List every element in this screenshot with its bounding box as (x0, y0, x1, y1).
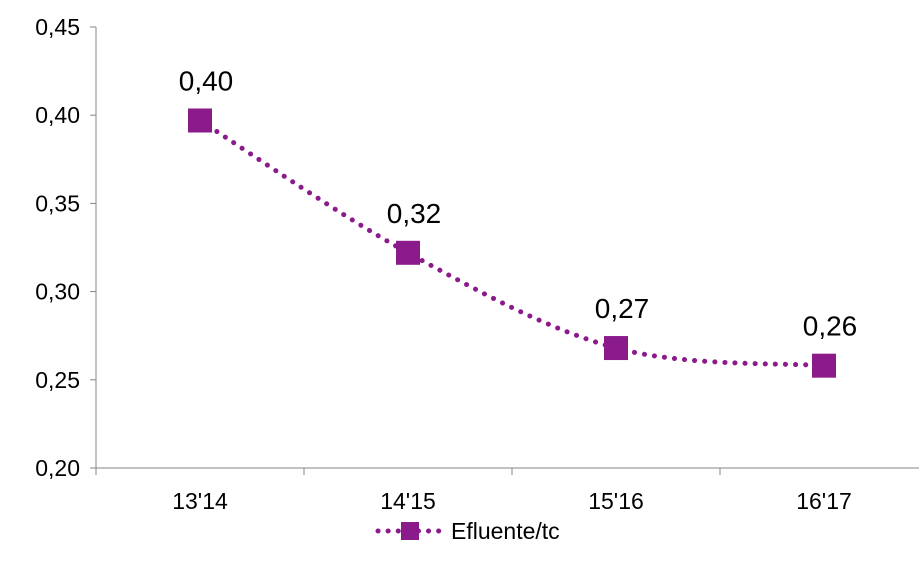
data-point-marker (604, 336, 628, 361)
data-label: 0,26 (803, 311, 858, 342)
x-tick-label: 13'14 (172, 488, 228, 514)
data-labels: 0,40 0,32 0,27 0,26 (179, 65, 858, 341)
legend-label: Efluente/tc (451, 518, 560, 544)
legend: Efluente/tc (375, 518, 560, 544)
y-tick-label: 0,20 (35, 455, 80, 481)
legend-marker-swatch (401, 522, 419, 540)
y-tick-label: 0,40 (35, 102, 80, 128)
data-label: 0,32 (387, 198, 442, 229)
y-tick-label: 0,25 (35, 367, 80, 393)
y-tick-label: 0,35 (35, 190, 80, 216)
data-label: 0,40 (179, 65, 234, 96)
series-line-efluente (197, 117, 827, 369)
data-label: 0,27 (595, 293, 650, 324)
data-point-marker (396, 240, 420, 265)
x-tick-label: 16'17 (796, 488, 852, 514)
x-tick-label: 15'16 (588, 488, 644, 514)
series-layer (188, 108, 836, 378)
axes: 0,20 0,25 0,30 0,35 0,40 0,45 13'14 14'15 15'16 1… (35, 14, 919, 514)
y-tick-label: 0,45 (35, 14, 80, 40)
x-tick-label: 14'15 (380, 488, 436, 514)
data-point-marker (812, 353, 836, 378)
data-point-marker (188, 108, 212, 133)
y-tick-label: 0,30 (35, 279, 80, 305)
